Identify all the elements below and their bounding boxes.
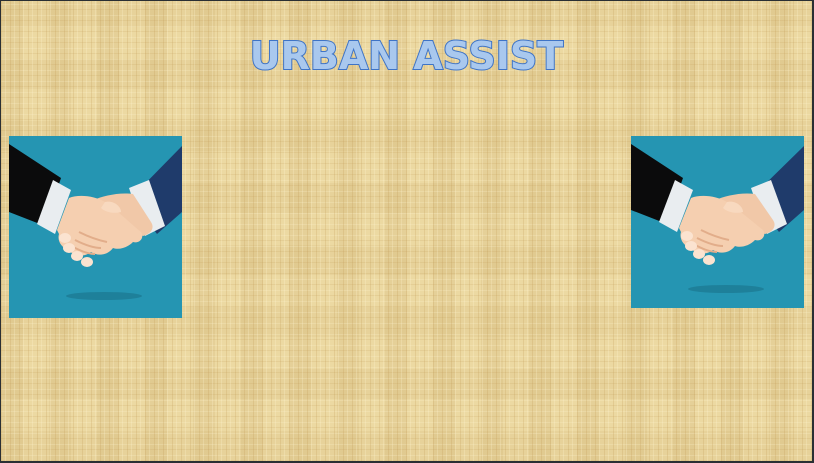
handshake-image-left	[9, 136, 182, 318]
handshake-icon	[631, 136, 804, 308]
slide-title: URBAN ASSIST	[249, 34, 564, 78]
handshake-image-right	[631, 136, 804, 308]
handshake-icon	[9, 136, 182, 318]
